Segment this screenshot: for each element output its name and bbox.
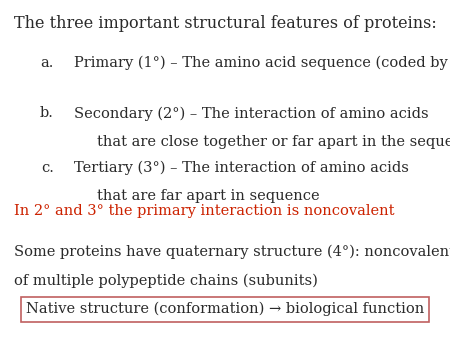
Text: The three important structural features of proteins:: The three important structural features … [14, 15, 436, 32]
Text: Some proteins have quaternary structure (4°): noncovalent  interaction: Some proteins have quaternary structure … [14, 245, 450, 260]
Text: a.: a. [40, 56, 54, 70]
Text: b.: b. [40, 106, 54, 120]
Text: of multiple polypeptide chains (subunits): of multiple polypeptide chains (subunits… [14, 274, 317, 288]
Text: Secondary (2°) – The interaction of amino acids: Secondary (2°) – The interaction of amin… [74, 106, 429, 121]
Text: In 2° and 3° the primary interaction is noncovalent: In 2° and 3° the primary interaction is … [14, 204, 394, 218]
Text: Primary (1°) – The amino acid sequence (coded by genes): Primary (1°) – The amino acid sequence (… [74, 56, 450, 70]
Text: that are far apart in sequence: that are far apart in sequence [97, 189, 320, 203]
Text: Tertiary (3°) – The interaction of amino acids: Tertiary (3°) – The interaction of amino… [74, 161, 409, 175]
Text: c.: c. [41, 161, 54, 174]
Text: that are close together or far apart in the sequence: that are close together or far apart in … [97, 135, 450, 149]
Text: Native structure (conformation) → biological function: Native structure (conformation) → biolog… [26, 302, 424, 316]
